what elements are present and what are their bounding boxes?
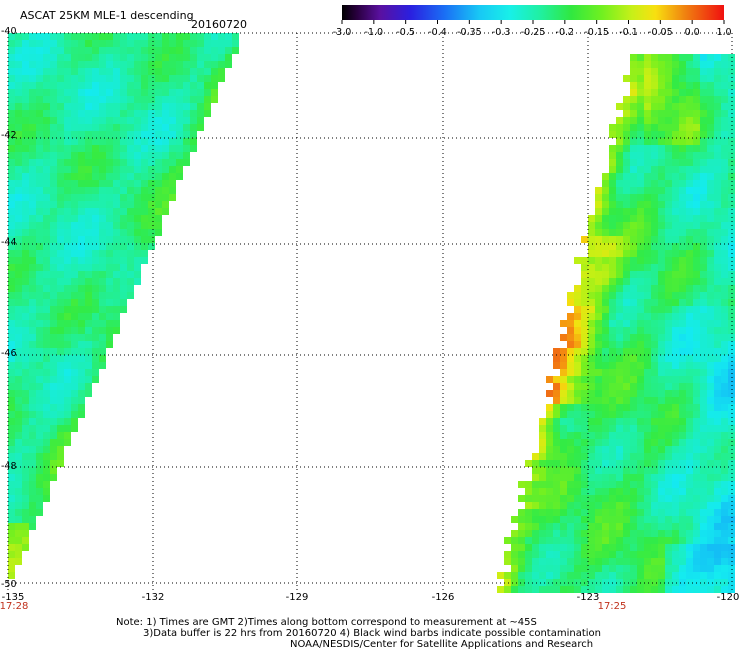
colorbar-gradient	[342, 5, 724, 20]
lon-label-132: -132	[141, 592, 165, 603]
note-line-1: Note: 1) Times are GMT 2)Times along bot…	[116, 617, 537, 628]
lon-label-123: -123	[576, 592, 600, 603]
grid-lines	[7, 32, 733, 590]
lat-label-46: -46	[1, 348, 17, 359]
map-date: 20160720	[191, 18, 247, 31]
colorbar-label: -0.5	[396, 27, 415, 38]
map-title: ASCAT 25KM MLE-1 descending	[20, 9, 194, 22]
colorbar	[341, 5, 725, 24]
lat-label-40: -40	[1, 26, 17, 37]
time-label-left: 17:28	[0, 601, 29, 612]
swath-left	[8, 33, 239, 579]
lon-label-129: -129	[285, 592, 309, 603]
lat-label-42: -42	[1, 130, 17, 141]
note-line-2: 3)Data buffer is 22 hrs from 20160720 4)…	[143, 628, 601, 639]
note-line-3: NOAA/NESDIS/Center for Satellite Applica…	[290, 639, 594, 650]
lon-label-135: -135	[1, 592, 25, 603]
colorbar-label: -0.4	[428, 27, 447, 38]
colorbar-label: -0.35	[457, 27, 482, 38]
time-label-right: 17:25	[597, 601, 627, 612]
colorbar-label: -3.0	[332, 27, 352, 38]
lat-label-48: -48	[1, 461, 17, 472]
lon-label-126: -126	[431, 592, 455, 603]
lat-label-50: -50	[1, 579, 17, 590]
colorbar-label: -0.3	[491, 27, 511, 38]
lat-label-44: -44	[1, 237, 17, 248]
colorbar-label: -1.0	[364, 27, 384, 38]
lon-label-120: -120	[716, 592, 740, 603]
swath-right	[497, 54, 735, 593]
